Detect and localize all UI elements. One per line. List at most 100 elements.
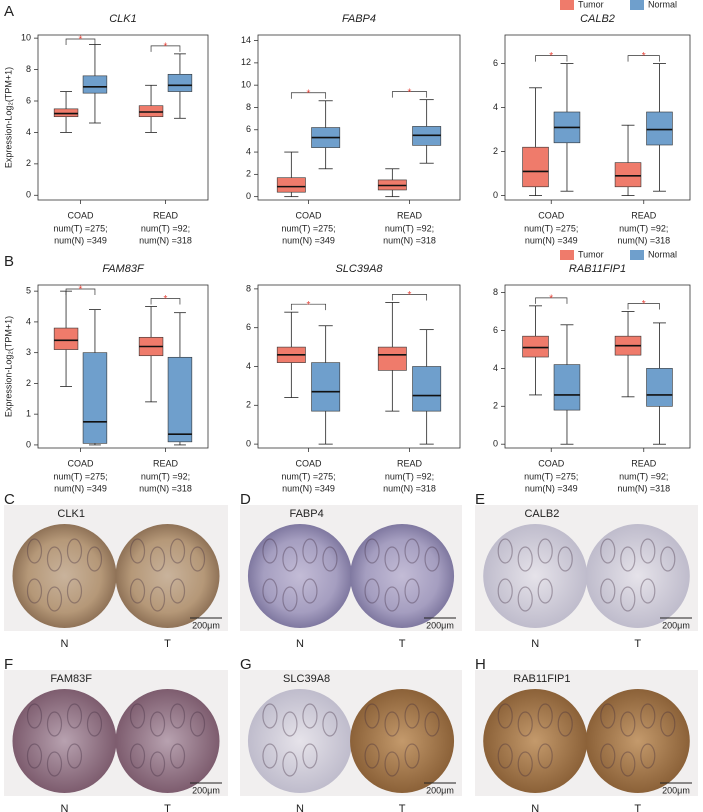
category-note: num(N) =349: [54, 235, 107, 245]
tissue-gland: [404, 538, 420, 564]
tissue-gland: [557, 546, 573, 572]
tissue-gland: [169, 538, 186, 564]
tissue-gland: [189, 711, 206, 737]
tissue-gland: [364, 578, 380, 604]
significance-bracket: [65, 38, 96, 45]
box: [614, 162, 642, 188]
y-tick-label: 0: [493, 190, 498, 200]
tissue-gland: [169, 703, 186, 729]
tissue-gland: [129, 703, 146, 729]
x-tick-label: COAD: [295, 210, 322, 220]
y-tick-label: 3: [26, 347, 31, 357]
tissue-gland: [364, 703, 380, 729]
scale-label: 200μm: [426, 620, 454, 630]
y-tick-label: 6: [26, 95, 31, 105]
tissue-gland: [640, 538, 656, 564]
significance-mark: *: [164, 41, 168, 52]
tissue-gland: [26, 538, 43, 564]
tissue-gland: [26, 743, 43, 769]
tissue-core: [585, 689, 690, 793]
y-tick-label: 2: [246, 169, 251, 179]
y-tick-label: 0: [26, 439, 31, 449]
significance-bracket: [391, 91, 428, 98]
legend-label: Normal: [648, 0, 677, 9]
x-tick-label: COAD: [67, 210, 94, 220]
plot-frame: [37, 284, 209, 449]
tissue-gland: [322, 711, 338, 737]
category-note: num(T) =92;: [619, 471, 668, 481]
tissue-gland: [557, 711, 573, 737]
category-note: num(T) =275;: [53, 471, 107, 481]
legend-label: Normal: [648, 249, 677, 259]
ihc-label: T: [399, 638, 406, 650]
tissue-gland: [537, 703, 553, 729]
chart-title: FAM83F: [102, 263, 145, 275]
legend-label: Tumor: [578, 0, 604, 9]
tissue-gland: [600, 703, 616, 729]
y-tick-label: 8: [246, 102, 251, 112]
tissue-gland: [517, 711, 533, 737]
scale-label: 200μm: [426, 785, 454, 795]
tissue-gland: [517, 751, 533, 777]
tissue-gland: [640, 578, 656, 604]
y-tick-label: 4: [26, 316, 31, 326]
significance-mark: *: [408, 87, 412, 98]
ihc-label: N: [531, 638, 539, 650]
significance-mark: *: [642, 299, 646, 310]
ihc-label: N: [296, 638, 304, 650]
significance-mark: *: [79, 285, 83, 296]
y-tick-label: 6: [246, 124, 251, 134]
plot-frame: [37, 34, 209, 201]
tissue-gland: [660, 546, 676, 572]
ihc-label: N: [61, 638, 69, 650]
x-tick-label: COAD: [538, 210, 565, 220]
box: [522, 146, 549, 188]
category-note: num(T) =92;: [385, 471, 434, 481]
ihc-label: T: [634, 803, 641, 812]
box: [82, 352, 108, 444]
tissue-gland: [129, 578, 146, 604]
tissue-gland: [282, 711, 298, 737]
category-note: num(N) =349: [525, 483, 578, 493]
ihc-title: CLK1: [57, 508, 85, 520]
tissue-gland: [86, 711, 103, 737]
tissue-gland: [384, 751, 400, 777]
tissue-gland: [384, 711, 400, 737]
tissue-gland: [46, 751, 63, 777]
tissue-gland: [497, 578, 513, 604]
y-tick-label: 6: [493, 325, 498, 335]
tissue-gland: [282, 751, 298, 777]
box: [646, 111, 673, 146]
x-tick-label: READ: [397, 210, 423, 220]
legend-swatch: [560, 250, 574, 260]
tissue-gland: [282, 546, 298, 572]
panel-letter: E: [475, 491, 485, 508]
y-tick-label: 5: [26, 286, 31, 296]
y-tick-label: 4: [246, 361, 251, 371]
significance-mark: *: [164, 294, 168, 305]
category-note: num(T) =275;: [53, 223, 107, 233]
tissue-gland: [149, 586, 166, 612]
tissue-gland: [660, 711, 676, 737]
y-tick-label: 2: [246, 400, 251, 410]
chart-title: SLC39A8: [335, 263, 383, 275]
box: [377, 346, 407, 371]
tissue-gland: [497, 538, 513, 564]
y-tick-label: 4: [493, 363, 498, 373]
x-tick-label: READ: [631, 458, 657, 468]
tissue-core: [247, 689, 352, 793]
tissue-gland: [26, 578, 43, 604]
category-note: num(N) =318: [617, 235, 670, 245]
y-tick-label: 2: [26, 378, 31, 388]
tissue-gland: [640, 743, 656, 769]
tissue-gland: [537, 578, 553, 604]
category-note: num(T) =92;: [141, 223, 190, 233]
chart-title: CALB2: [580, 13, 615, 25]
tissue-gland: [169, 578, 186, 604]
tissue-gland: [424, 711, 440, 737]
y-tick-label: 1: [26, 409, 31, 419]
ihc-label: T: [164, 803, 171, 812]
panel-letter: D: [240, 491, 251, 508]
y-tick-label: 8: [493, 287, 498, 297]
ihc-title: FABP4: [289, 508, 323, 520]
